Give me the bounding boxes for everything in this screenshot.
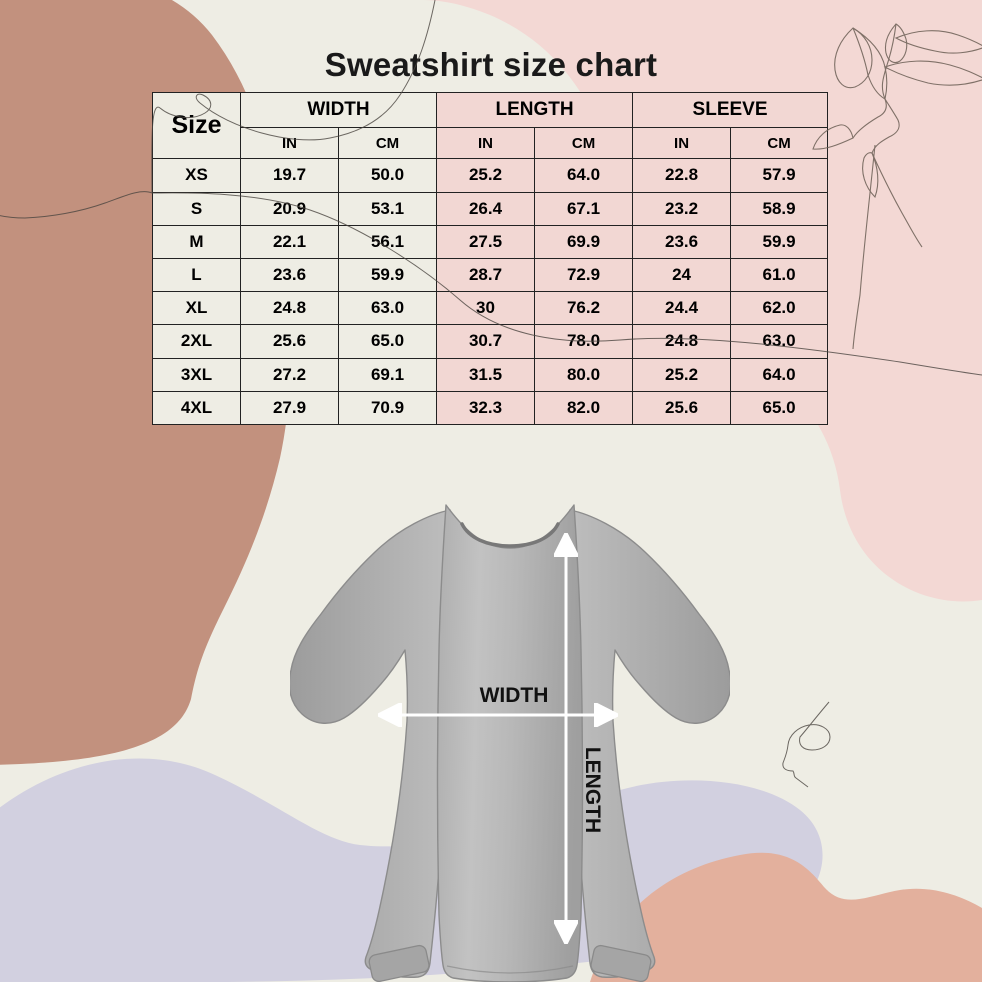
svg-text:WIDTH: WIDTH	[480, 684, 549, 707]
svg-text:LENGTH: LENGTH	[581, 747, 604, 833]
